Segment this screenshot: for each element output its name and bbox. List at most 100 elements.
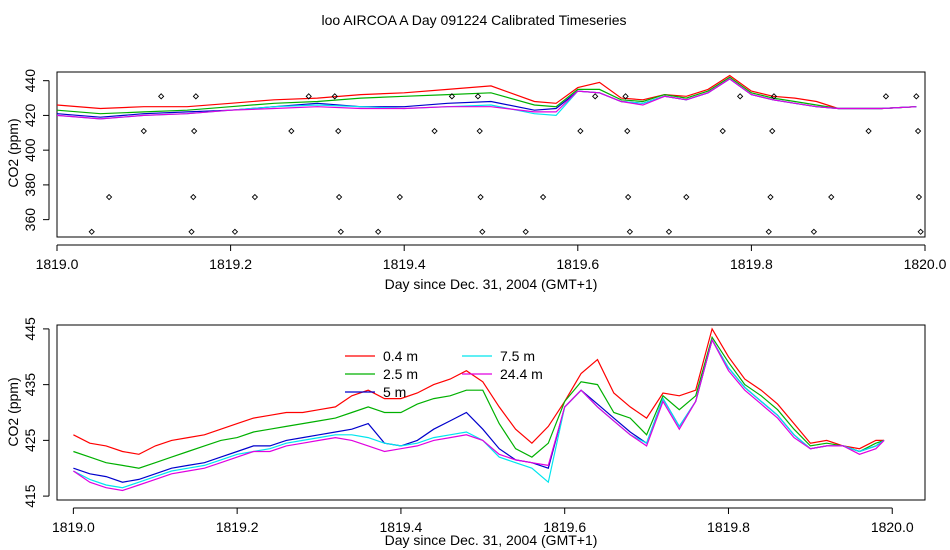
y-tick-label: 435 (22, 373, 38, 397)
series-line-24-4-m (73, 338, 885, 492)
top-plot-box (56, 71, 926, 238)
marker-point (577, 127, 584, 135)
x-tick-label: 1819.8 (730, 256, 773, 272)
marker-point (192, 93, 200, 100)
legend-label: 7.5 m (500, 348, 535, 364)
marker-point (477, 193, 484, 201)
marker-point (625, 193, 632, 201)
marker-point (539, 193, 547, 201)
top-x-axis-label: Day since Dec. 31, 2004 (GMT+1) (385, 276, 598, 292)
legend-label: 5 m (383, 384, 406, 400)
series-line-0-4-m (56, 74, 917, 110)
marker-point (592, 93, 599, 100)
marker-point (882, 93, 890, 100)
legend: 0.4 m 2.5 m 5 m 7.5 m 24.4 m (345, 348, 543, 400)
marker-point (396, 193, 403, 201)
top-series-lines (56, 74, 917, 120)
marker-point (522, 228, 529, 235)
y-tick-label: 445 (22, 317, 38, 341)
y-tick-label: 415 (22, 484, 38, 508)
x-tick-label: 1819.0 (52, 519, 95, 535)
marker-point (914, 127, 922, 135)
x-tick-label: 1819.2 (209, 256, 252, 272)
series-line-24-4-m (56, 78, 917, 120)
marker-point (917, 228, 924, 235)
marker-point (88, 228, 95, 235)
series-line-7-5-m (73, 338, 885, 489)
top-markers (88, 93, 924, 235)
series-line-2-5-m (73, 335, 885, 469)
x-tick-label: 1819.6 (556, 256, 599, 272)
marker-point (765, 228, 772, 235)
bottom-panel: 1819.0 1819.2 1819.4 1819.6 1819.8 1820.0 415… (5, 317, 926, 548)
marker-point (190, 193, 197, 201)
marker-point (736, 93, 744, 100)
marker-point (305, 93, 312, 100)
bottom-x-axis: 1819.0 1819.2 1819.4 1819.6 1819.8 1820.0 (52, 507, 914, 535)
marker-point (769, 127, 776, 135)
marker-point (767, 193, 774, 201)
top-y-axis-label: CO2 (ppm) (5, 118, 21, 187)
x-tick-label: 1819.4 (380, 519, 423, 535)
legend-label: 24.4 m (500, 366, 543, 382)
x-tick-label: 1819.0 (36, 256, 79, 272)
y-tick-label: 400 (22, 138, 38, 162)
marker-point (622, 93, 629, 100)
top-x-axis: 1819.0 1819.2 1819.4 1819.6 1819.8 1820.0 (36, 244, 947, 272)
bottom-series-lines (73, 327, 885, 492)
marker-point (770, 93, 778, 100)
marker-point (479, 228, 486, 235)
chart-title: loo AIRCOA A Day 091224 Calibrated Times… (321, 12, 626, 28)
series-line-0-4-m (73, 327, 885, 455)
marker-point (626, 228, 634, 235)
y-tick-label: 360 (22, 208, 38, 232)
marker-point (335, 193, 343, 201)
x-tick-label: 1819.2 (216, 519, 259, 535)
marker-point (915, 193, 923, 201)
legend-label: 0.4 m (383, 348, 418, 364)
marker-point (140, 127, 147, 135)
marker-point (913, 93, 920, 100)
marker-point (865, 127, 872, 135)
marker-point (476, 127, 483, 135)
marker-point (331, 93, 338, 100)
marker-point (448, 93, 456, 100)
series-line-2-5-m (56, 76, 917, 115)
top-panel: 1819.0 1819.2 1819.4 1819.6 1819.8 1820.0 360… (5, 69, 947, 292)
marker-point (474, 93, 482, 100)
bottom-x-axis-label: Day since Dec. 31, 2004 (GMT+1) (385, 532, 598, 548)
marker-point (828, 193, 835, 201)
series-line-7-5-m (56, 78, 917, 120)
marker-point (188, 228, 195, 235)
series-line-5-m (73, 338, 885, 483)
marker-point (810, 228, 818, 235)
x-tick-label: 1820.0 (871, 519, 914, 535)
y-tick-label: 440 (22, 69, 38, 93)
x-tick-label: 1819.4 (383, 256, 426, 272)
marker-point (335, 127, 342, 135)
legend-label: 2.5 m (383, 366, 418, 382)
marker-point (105, 193, 113, 201)
marker-point (719, 127, 726, 135)
x-tick-label: 1819.6 (543, 519, 586, 535)
marker-point (431, 127, 438, 135)
marker-point (337, 228, 344, 235)
marker-point (288, 127, 295, 135)
bottom-y-axis: 415 425 435 445 (22, 317, 50, 508)
bottom-plot-box (56, 324, 926, 501)
marker-point (158, 93, 165, 100)
marker-point (683, 193, 690, 201)
marker-point (375, 228, 382, 235)
y-tick-label: 380 (22, 173, 38, 197)
x-tick-label: 1820.0 (904, 256, 947, 272)
y-tick-label: 425 (22, 428, 38, 452)
marker-point (624, 127, 631, 135)
marker-point (231, 228, 239, 235)
top-y-axis: 360 380 400 420 440 (22, 69, 50, 232)
marker-point (191, 127, 198, 135)
bottom-y-axis-label: CO2 (ppm) (5, 377, 21, 446)
x-tick-label: 1819.8 (707, 519, 750, 535)
marker-point (665, 228, 673, 235)
marker-point (251, 193, 259, 201)
